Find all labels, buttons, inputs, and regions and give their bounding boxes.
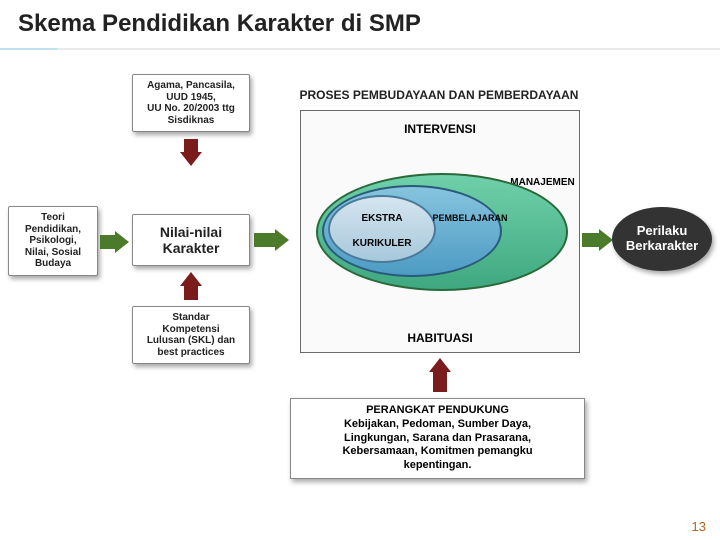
support-body: Kebijakan, Pedoman, Sumber Daya, Lingkun… [299, 418, 576, 473]
arrow-skl-up-head [180, 272, 202, 286]
perilaku-line2: Berkarakter [626, 239, 698, 254]
intervensi-label: INTERVENSI [300, 122, 580, 136]
pembelajaran-label: PEMBELAJARAN [420, 213, 520, 223]
arrow-support-up-head [429, 358, 451, 372]
perilaku-line1: Perilaku [637, 224, 688, 239]
foundations-text: Agama, Pancasila, UUD 1945, UU No. 20/20… [139, 80, 243, 126]
arrow-support-up-stem [433, 372, 447, 392]
arrow-theory-right-head [115, 231, 129, 253]
theory-text: Teori Pendidikan, Psikologi, Nilai, Sosi… [15, 212, 91, 270]
arrow-nilai-right-stem [254, 233, 276, 247]
arrow-nilai-right-head [275, 229, 289, 251]
arrow-process-right-head [599, 229, 613, 251]
skl-text: Standar Kompetensi Lulusan (SKL) dan bes… [139, 312, 243, 358]
habituasi-label: HABITUASI [300, 331, 580, 345]
theory-box: Teori Pendidikan, Psikologi, Nilai, Sosi… [8, 206, 98, 276]
arrow-process-right-stem [582, 233, 600, 247]
ekstra-label: EKSTRA [342, 213, 422, 224]
process-heading: PROSES PEMBUDAYAAN DAN PEMBERDAYAAN [284, 88, 594, 102]
perilaku-ellipse: Perilaku Berkarakter [612, 207, 712, 271]
page-title: Skema Pendidikan Karakter di SMP [18, 10, 421, 38]
arrow-foundations-down-head [180, 152, 202, 166]
support-box: PERANGKAT PENDUKUNG Kebijakan, Pedoman, … [290, 398, 585, 479]
kurikuler-label: KURIKULER [342, 238, 422, 249]
skl-box: Standar Kompetensi Lulusan (SKL) dan bes… [132, 306, 250, 364]
nilai-text: Nilai-nilai Karakter [139, 224, 243, 256]
page-number: 13 [692, 519, 706, 534]
divider [0, 48, 720, 50]
arrow-theory-right-stem [100, 235, 116, 249]
nilai-box: Nilai-nilai Karakter [132, 214, 250, 266]
title-bar: Skema Pendidikan Karakter di SMP [0, 0, 720, 50]
ellipse-ekstra [328, 195, 436, 263]
arrow-foundations-down-stem [184, 139, 198, 153]
arrow-skl-up-stem [184, 286, 198, 300]
support-heading: PERANGKAT PENDUKUNG [299, 404, 576, 418]
foundations-box: Agama, Pancasila, UUD 1945, UU No. 20/20… [132, 74, 250, 132]
